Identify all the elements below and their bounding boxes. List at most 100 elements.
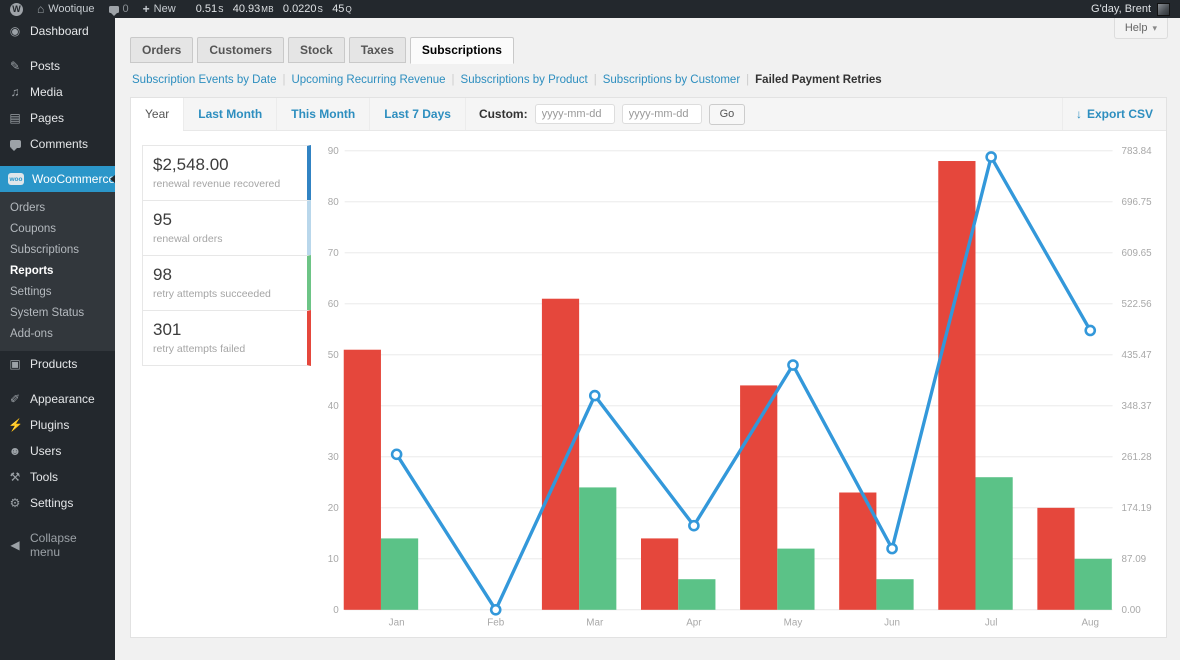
submenu-item-settings[interactable]: Settings	[10, 285, 52, 298]
stat-memory: 40.93 MB	[233, 3, 274, 15]
svg-text:174.19: 174.19	[1121, 503, 1152, 514]
svg-text:87.09: 87.09	[1121, 554, 1146, 565]
stat-unit: s	[218, 5, 224, 14]
current-menu-arrow-icon	[110, 175, 115, 183]
svg-text:90: 90	[328, 146, 339, 157]
help-button[interactable]: Help ▾	[1113, 18, 1168, 39]
site-name-link[interactable]: ⌂ Wootique	[37, 3, 95, 15]
summary-card[interactable]: 98 retry attempts succeeded	[142, 255, 311, 311]
summary-card[interactable]: 301 retry attempts failed	[142, 310, 311, 366]
sidebar-item-label: Users	[30, 444, 62, 458]
stat-value: 45	[332, 3, 345, 15]
home-icon: ⌂	[37, 2, 45, 16]
posts-icon: ✎	[9, 59, 21, 73]
link-subscriptions-by-product[interactable]: Subscriptions by Product	[460, 74, 588, 86]
summary-value: $2,548.00	[153, 155, 229, 174]
stat-unit: s	[317, 5, 324, 14]
sidebar-item-label: Comments	[30, 137, 89, 151]
admin-bar-left: W ⌂ Wootique 0 + New 0.51 s 40.93 MB 0.022…	[10, 2, 352, 16]
svg-text:10: 10	[328, 554, 339, 565]
tab-stock[interactable]: Stock	[288, 37, 345, 63]
sidebar-item-products[interactable]: ▣ Products	[0, 351, 115, 377]
separator: |	[593, 74, 597, 86]
comments-icon	[8, 140, 22, 151]
stat-value: 0.0220	[282, 3, 317, 15]
submenu-item-orders[interactable]: Orders	[10, 201, 46, 214]
summary-card[interactable]: 95 renewal orders	[142, 200, 311, 256]
go-button[interactable]: Go	[708, 103, 746, 125]
chevron-down-icon: ▾	[1152, 22, 1157, 33]
svg-text:435.47: 435.47	[1121, 350, 1151, 361]
sidebar-item-label: Appearance	[30, 392, 95, 406]
link-upcoming-recurring-revenue[interactable]: Upcoming Recurring Revenue	[291, 74, 446, 86]
svg-text:60: 60	[328, 299, 339, 310]
submenu-item-coupons[interactable]: Coupons	[10, 222, 57, 235]
submenu-item-system-status[interactable]: System Status	[10, 306, 85, 319]
sidebar-item-pages[interactable]: ▤ Pages	[0, 105, 115, 131]
separator: |	[451, 74, 455, 86]
menu-separator	[0, 516, 115, 525]
range-this-month[interactable]: This Month	[277, 98, 371, 130]
date-range-bar: Year Last Month This Month Last 7 Days C…	[131, 98, 1166, 131]
summary-card[interactable]: $2,548.00 renewal revenue recovered	[142, 145, 311, 201]
date-from-input[interactable]	[534, 104, 615, 124]
comments-count: 0	[122, 3, 129, 15]
stat-query-time: 0.0220 s	[283, 3, 323, 15]
greeting-text: G'day, Brent	[1091, 3, 1151, 15]
sidebar-item-plugins[interactable]: ⚡ Plugins	[0, 412, 115, 438]
svg-text:0: 0	[333, 605, 339, 616]
submenu-item-reports[interactable]: Reports	[10, 264, 54, 277]
report-subnav: Subscription Events by Date | Upcoming Rec…	[132, 74, 1180, 86]
svg-text:Jan: Jan	[389, 618, 405, 629]
collapse-arrow-icon: ◀	[10, 538, 20, 552]
settings-icon: ⚙	[9, 496, 21, 510]
sidebar-item-dashboard[interactable]: ◉ Dashboard	[0, 18, 115, 44]
report-tabs: Orders Customers Stock Taxes Subscriptio…	[130, 37, 1180, 64]
separator: |	[746, 74, 750, 86]
sidebar-item-settings[interactable]: ⚙ Settings	[0, 490, 115, 516]
comments-shortcut[interactable]: 0	[108, 3, 129, 16]
sidebar-item-media[interactable]: ♫ Media	[0, 79, 115, 105]
tab-customers[interactable]: Customers	[197, 37, 285, 63]
sidebar-item-users[interactable]: ☻ Users	[0, 438, 115, 464]
submenu-item-subscriptions[interactable]: Subscriptions	[10, 243, 80, 256]
wordpress-logo-icon[interactable]: W	[10, 2, 23, 16]
range-last-7-days[interactable]: Last 7 Days	[370, 98, 466, 130]
admin-bar-account[interactable]: G'day, Brent	[1091, 2, 1170, 16]
admin-content: Orders Customers Stock Taxes Subscriptio…	[115, 18, 1180, 660]
svg-text:0.00: 0.00	[1121, 605, 1141, 616]
sidebar-item-appearance[interactable]: ✐ Appearance	[0, 386, 115, 412]
range-last-month[interactable]: Last Month	[184, 98, 278, 130]
tab-subscriptions[interactable]: Subscriptions	[409, 37, 514, 64]
svg-text:609.65: 609.65	[1121, 248, 1152, 259]
sidebar-item-comments[interactable]: Comments	[0, 131, 115, 157]
tab-taxes[interactable]: Taxes	[348, 37, 406, 63]
sidebar-item-label: Posts	[30, 59, 61, 73]
users-icon: ☻	[8, 444, 22, 458]
range-year[interactable]: Year	[131, 98, 185, 131]
svg-text:Aug: Aug	[1081, 618, 1099, 629]
tab-orders[interactable]: Orders	[130, 37, 194, 63]
stat-unit: MB	[261, 5, 274, 14]
date-to-input[interactable]	[621, 104, 702, 124]
failed-payment-retries-chart: 0 0.00 10 87.09 20 174.19 30 261.28 40 348.37 50 43…	[328, 146, 1152, 629]
sidebar-item-label: Tools	[30, 470, 59, 484]
export-csv-button[interactable]: ↓ Export CSV	[1061, 98, 1166, 130]
link-subscriptions-by-customer[interactable]: Subscriptions by Customer	[602, 74, 741, 86]
sidebar-item-posts[interactable]: ✎ Posts	[0, 53, 115, 79]
sidebar-item-woocommerce[interactable]: woo WooCommerce	[0, 166, 115, 192]
collapse-menu-button[interactable]: ◀ Collapse menu	[0, 525, 115, 565]
stat-query-count: 45 Q	[332, 3, 352, 15]
plus-icon: +	[142, 2, 150, 16]
dashboard-icon: ◉	[9, 24, 21, 38]
sidebar-item-label: WooCommerce	[32, 172, 116, 186]
sidebar-item-tools[interactable]: ⚒ Tools	[0, 464, 115, 490]
new-content-button[interactable]: + New	[143, 3, 176, 15]
new-label: New	[153, 3, 176, 15]
appearance-icon: ✐	[9, 392, 21, 406]
svg-text:40: 40	[328, 401, 339, 412]
submenu-item-add-ons[interactable]: Add-ons	[10, 327, 53, 340]
products-icon: ▣	[9, 357, 21, 371]
link-subscription-events-by-date[interactable]: Subscription Events by Date	[132, 74, 277, 86]
summary-label: renewal revenue recovered	[153, 178, 281, 190]
